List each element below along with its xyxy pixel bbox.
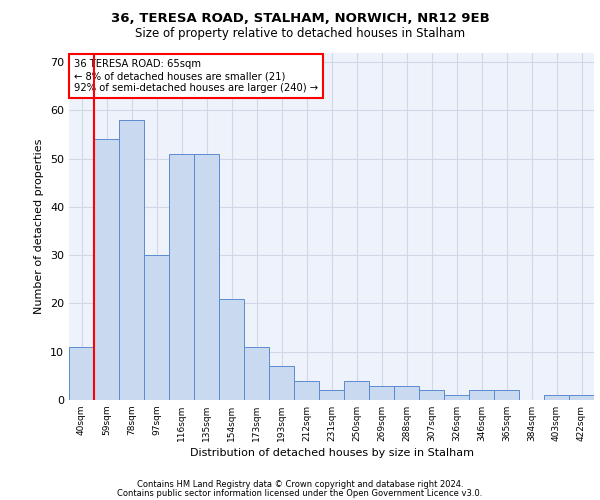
Text: Size of property relative to detached houses in Stalham: Size of property relative to detached ho… — [135, 28, 465, 40]
Bar — [419, 390, 444, 400]
Bar — [569, 395, 594, 400]
Y-axis label: Number of detached properties: Number of detached properties — [34, 138, 44, 314]
Bar — [319, 390, 344, 400]
Bar — [219, 298, 244, 400]
Bar — [469, 390, 494, 400]
Bar — [269, 366, 294, 400]
Bar — [369, 386, 394, 400]
Bar — [344, 380, 369, 400]
Bar — [94, 140, 119, 400]
Bar — [69, 347, 94, 400]
Text: 36, TERESA ROAD, STALHAM, NORWICH, NR12 9EB: 36, TERESA ROAD, STALHAM, NORWICH, NR12 … — [110, 12, 490, 26]
Bar — [294, 380, 319, 400]
Bar — [194, 154, 219, 400]
Bar — [544, 395, 569, 400]
Bar — [244, 347, 269, 400]
Bar — [144, 255, 169, 400]
Bar — [169, 154, 194, 400]
Bar — [119, 120, 144, 400]
Text: 36 TERESA ROAD: 65sqm
← 8% of detached houses are smaller (21)
92% of semi-detac: 36 TERESA ROAD: 65sqm ← 8% of detached h… — [74, 60, 319, 92]
X-axis label: Distribution of detached houses by size in Stalham: Distribution of detached houses by size … — [190, 448, 473, 458]
Text: Contains public sector information licensed under the Open Government Licence v3: Contains public sector information licen… — [118, 488, 482, 498]
Bar — [444, 395, 469, 400]
Text: Contains HM Land Registry data © Crown copyright and database right 2024.: Contains HM Land Registry data © Crown c… — [137, 480, 463, 489]
Bar — [394, 386, 419, 400]
Bar — [494, 390, 519, 400]
